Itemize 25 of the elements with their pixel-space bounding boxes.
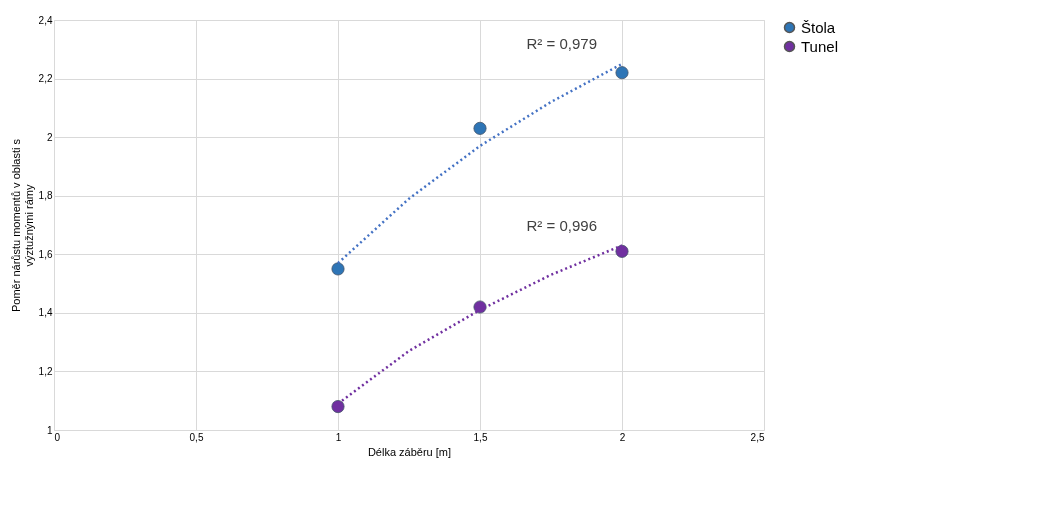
x-tick-label: 1: [335, 431, 342, 443]
x-tick-label: 2,5: [750, 431, 765, 443]
point: [473, 121, 487, 135]
y-tick-label: 1,2: [38, 365, 53, 377]
annotation: R² = 0,996: [526, 216, 597, 234]
x-tick-label: 0,5: [189, 431, 204, 443]
x-axis-title: Délka záběru [m]: [367, 445, 452, 458]
legend-label: Štola: [801, 18, 836, 36]
x-tick-label: 1,5: [473, 431, 488, 443]
x-tick-label: 0: [54, 431, 61, 443]
point: [331, 262, 345, 276]
y-axis-title: Poměr nárůstu momentů v oblasti s výztužnými rámy: [9, 138, 35, 313]
y-tick-label: 1,8: [38, 190, 53, 202]
y-tick-label: 2,2: [38, 73, 53, 85]
y-tick-label: 1,4: [38, 307, 53, 319]
y-tick-label: 1,6: [38, 248, 53, 260]
y-tick-label: 2,4: [38, 14, 53, 26]
point: [615, 244, 629, 258]
annotation: R² = 0,979: [526, 34, 597, 52]
point: [615, 66, 629, 80]
legend-label: Tunel: [801, 37, 838, 55]
x-tick-label: 2: [619, 431, 626, 443]
y-tick-label: 2: [46, 131, 53, 143]
point: [473, 300, 487, 314]
point: [331, 400, 345, 414]
